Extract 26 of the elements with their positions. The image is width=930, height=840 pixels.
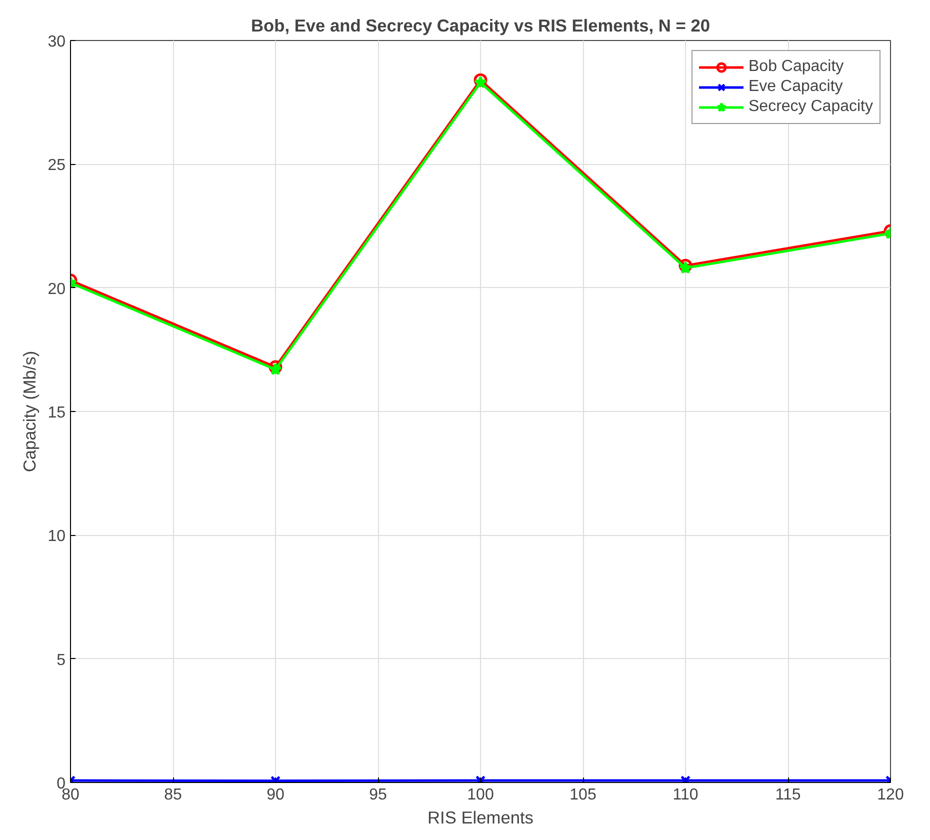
x-tick-label: 85 xyxy=(164,786,182,804)
y-tick-label: 25 xyxy=(48,157,66,174)
y-tick-label: 20 xyxy=(48,280,66,298)
point xyxy=(678,258,692,272)
x-tick-label: 115 xyxy=(775,786,801,804)
x-tick-label: 95 xyxy=(369,786,387,804)
x-tick-label: 100 xyxy=(467,786,494,804)
point xyxy=(679,261,692,274)
y-axis-title: Capacity (Mb/s) xyxy=(20,350,40,472)
x-tick-label: 90 xyxy=(266,786,284,804)
y-tick-label: 30 xyxy=(48,34,66,50)
legend-label: Secrecy Capacity xyxy=(748,98,873,116)
y-tick-label: 15 xyxy=(48,404,66,422)
point xyxy=(268,360,282,374)
chart-title: Bob, Eve and Secrecy Capacity vs RIS Elements, N = 20 xyxy=(251,16,710,36)
x-tick-label: 105 xyxy=(570,786,596,804)
point xyxy=(474,73,488,87)
x-tick-label: 120 xyxy=(877,786,904,804)
x-axis-title: RIS Elements xyxy=(428,808,534,828)
y-tick-label: 10 xyxy=(48,528,66,546)
point xyxy=(269,362,282,376)
x-tick-label: 110 xyxy=(672,786,698,804)
legend-label: Bob Capacity xyxy=(748,58,844,76)
y-tick-label: 5 xyxy=(56,652,66,669)
legend-label: Eve Capacity xyxy=(748,78,843,96)
point xyxy=(474,76,487,88)
